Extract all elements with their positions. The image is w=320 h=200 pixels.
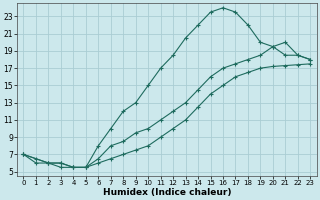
- X-axis label: Humidex (Indice chaleur): Humidex (Indice chaleur): [103, 188, 231, 197]
